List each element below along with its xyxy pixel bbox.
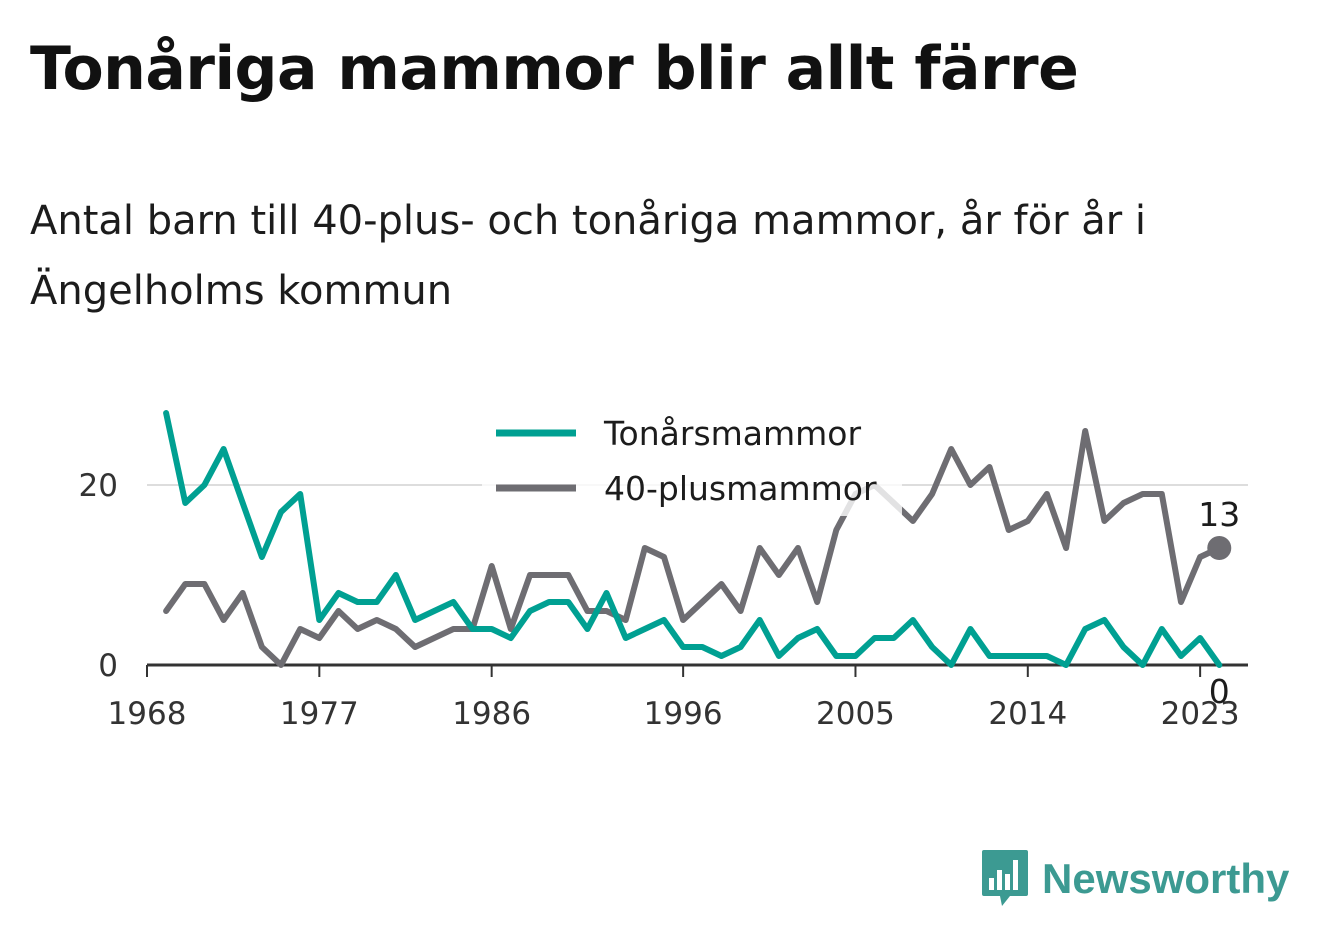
chart-subtitle: Antal barn till 40-plus- och tonåriga ma…	[30, 198, 1147, 314]
end-value-label: 13	[1198, 495, 1240, 534]
x-tick-label: 2023	[1161, 696, 1240, 732]
x-tick-label: 1968	[108, 696, 187, 732]
end-value-label: 0	[1209, 672, 1230, 711]
y-tick-label: 0	[98, 648, 118, 684]
legend-label: 40-plusmammor	[604, 469, 877, 508]
series-line-40-plusmammor	[163, 428, 1223, 668]
y-tick-label: 20	[79, 468, 118, 504]
x-tick-label: 1996	[644, 696, 723, 732]
end-point-marker	[1207, 536, 1232, 560]
legend-background	[482, 404, 902, 516]
brand-logo: Newsworthy	[980, 848, 1289, 910]
bar-chart-logo-icon	[982, 850, 1028, 906]
brand-name: Newsworthy	[1042, 855, 1290, 902]
series-line-tonarsmammor	[163, 410, 1223, 668]
chart-title: Tonåriga mammor blir allt färre	[30, 34, 1079, 104]
x-tick-label: 2005	[816, 696, 895, 732]
x-tick-label: 1986	[452, 696, 531, 732]
legend-label: Tonårsmammor	[603, 414, 861, 453]
x-tick-label: 2014	[988, 696, 1067, 732]
x-tick-label: 1977	[280, 696, 359, 732]
